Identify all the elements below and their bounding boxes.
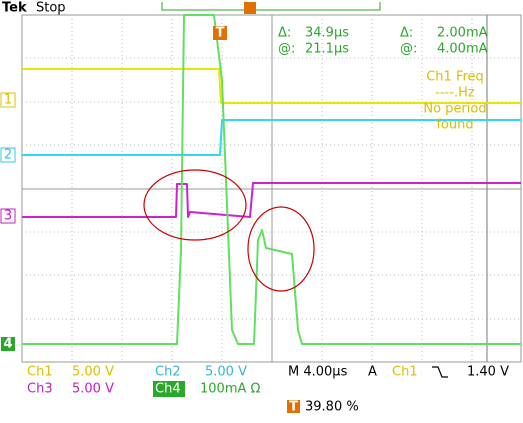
ch4-trace bbox=[22, 14, 521, 345]
ch3-scale: 5.00 V bbox=[72, 382, 114, 397]
ch3-marker-box bbox=[0, 208, 16, 224]
ch4-label: Ch4 bbox=[155, 382, 181, 397]
falling-edge-icon bbox=[432, 366, 448, 378]
ch4-label-box bbox=[153, 381, 185, 397]
measurement-line: Ch1 Freq bbox=[426, 70, 484, 85]
ch2-label: Ch2 bbox=[155, 365, 181, 380]
ch1-scale: 5.00 V bbox=[72, 365, 114, 380]
trigger-source: Ch1 bbox=[392, 365, 418, 380]
measurement-line: No period bbox=[423, 102, 486, 117]
measurement-line: found bbox=[436, 118, 473, 133]
record-bracket bbox=[161, 2, 381, 11]
cursor-value: 4.00mA bbox=[437, 42, 488, 57]
cursor-value: 2.00mA bbox=[437, 26, 488, 41]
trigger-position: 39.80 % bbox=[305, 400, 359, 415]
trigger-marker-box bbox=[213, 26, 227, 40]
graticule bbox=[21, 14, 522, 363]
measurement-line: ----.Hz bbox=[435, 86, 475, 101]
ch4-marker-box bbox=[1, 337, 15, 351]
trigger-level: 1.40 V bbox=[467, 365, 509, 380]
ch1-marker-box bbox=[0, 92, 16, 108]
ch4-marker: 4 bbox=[3, 337, 12, 352]
cursor-label: Δ: bbox=[400, 26, 413, 41]
ch4-scale: 100mA Ω bbox=[200, 382, 261, 397]
cursor-value: 21.1µs bbox=[305, 42, 349, 57]
ch1-trace bbox=[22, 68, 521, 104]
ch3-trace bbox=[22, 182, 521, 218]
trigger-position-box bbox=[287, 400, 300, 413]
trigger-mode: A bbox=[368, 365, 377, 380]
ch2-marker-box bbox=[0, 147, 16, 163]
cursor-value: 34.9µs bbox=[305, 26, 349, 41]
ch1-label: Ch1 bbox=[27, 365, 53, 380]
cursor-label: @: bbox=[400, 42, 417, 57]
brand: Tek bbox=[2, 1, 27, 16]
highlight-ellipse bbox=[143, 169, 247, 241]
ch3-marker: 3 bbox=[4, 209, 12, 224]
ch2-trace bbox=[22, 119, 521, 156]
trigger-marker: T bbox=[216, 26, 225, 41]
timebase: M 4.00µs bbox=[288, 365, 348, 380]
ch1-marker: 1 bbox=[4, 93, 12, 108]
highlight-ellipse bbox=[247, 206, 315, 292]
ch3-label: Ch3 bbox=[27, 382, 53, 397]
cursor-label: Δ: bbox=[278, 26, 291, 41]
ch2-scale: 5.00 V bbox=[205, 365, 247, 380]
ch2-marker: 2 bbox=[4, 148, 12, 163]
trigger-position-icon bbox=[244, 2, 256, 14]
acq-status: Stop bbox=[36, 1, 66, 16]
trigger-position-marker: T bbox=[289, 400, 298, 415]
cursor-label: @: bbox=[278, 42, 295, 57]
